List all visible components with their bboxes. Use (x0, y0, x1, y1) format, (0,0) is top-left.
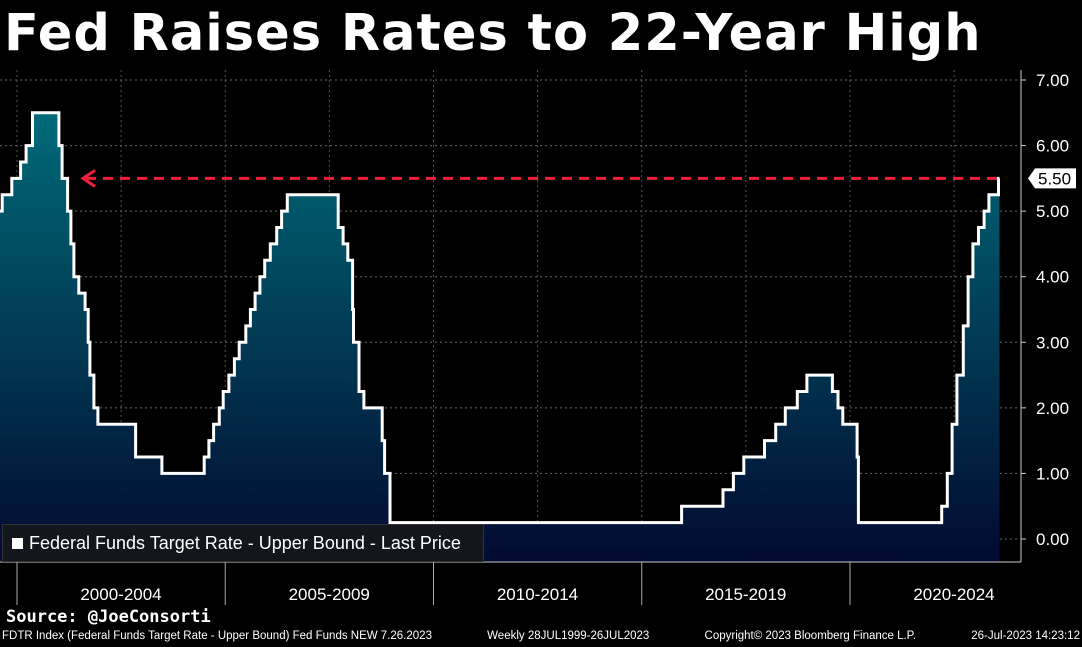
y-tick-label: 7.00 (1036, 71, 1069, 90)
last-price-label: 5.50 (1028, 168, 1076, 189)
x-axis: 2000-2004 2005-2009 2010-2014 2015-2019 2020… (0, 561, 1021, 605)
legend-label: Federal Funds Target Rate - Upper Bound … (29, 532, 461, 553)
chart-title: Fed Raises Rates to 22-Year High (4, 4, 982, 63)
legend: Federal Funds Target Rate - Upper Bound … (2, 524, 484, 562)
footer-security: FDTR Index (Federal Funds Target Rate - … (2, 630, 432, 642)
footer-copyright: Copyright© 2023 Bloomberg Finance L.P. (704, 630, 917, 642)
x-tick-label: 2010-2014 (497, 585, 578, 604)
y-tick-label: 6.00 (1036, 137, 1069, 156)
legend-swatch (12, 537, 23, 549)
last-price-box (1028, 168, 1076, 189)
x-tick-label: 2015-2019 (705, 585, 786, 604)
source-credit: Source: @JoeConsorti (6, 607, 211, 627)
dashed-arrow-annotation (80, 169, 998, 188)
gridlines (0, 70, 1020, 562)
x-tick-label: 2020-2024 (913, 585, 994, 604)
rate-area-fill (0, 112, 1000, 562)
y-tick-label: 5.00 (1036, 202, 1069, 221)
x-tick-label: 2000-2004 (80, 585, 161, 604)
y-axis: 0.00 1.00 2.00 3.00 4.00 5.00 6.00 7.00 (1020, 70, 1069, 562)
last-price-value: 5.50 (1038, 169, 1071, 188)
rate-line (0, 111, 1000, 525)
y-tick-label: 0.00 (1036, 530, 1069, 549)
footer: FDTR Index (Federal Funds Target Rate - … (2, 630, 1080, 642)
y-tick-label: 2.00 (1036, 399, 1069, 418)
footer-timestamp: 26-Jul-2023 14:23:12 (971, 630, 1080, 642)
y-tick-label: 1.00 (1036, 464, 1069, 483)
y-tick-label: 3.00 (1036, 333, 1069, 352)
y-tick-label: 4.00 (1036, 268, 1069, 287)
footer-range: Weekly 28JUL1999-26JUL2023 (487, 630, 650, 642)
arrowhead-icon (80, 169, 96, 188)
x-tick-label: 2005-2009 (289, 585, 370, 604)
